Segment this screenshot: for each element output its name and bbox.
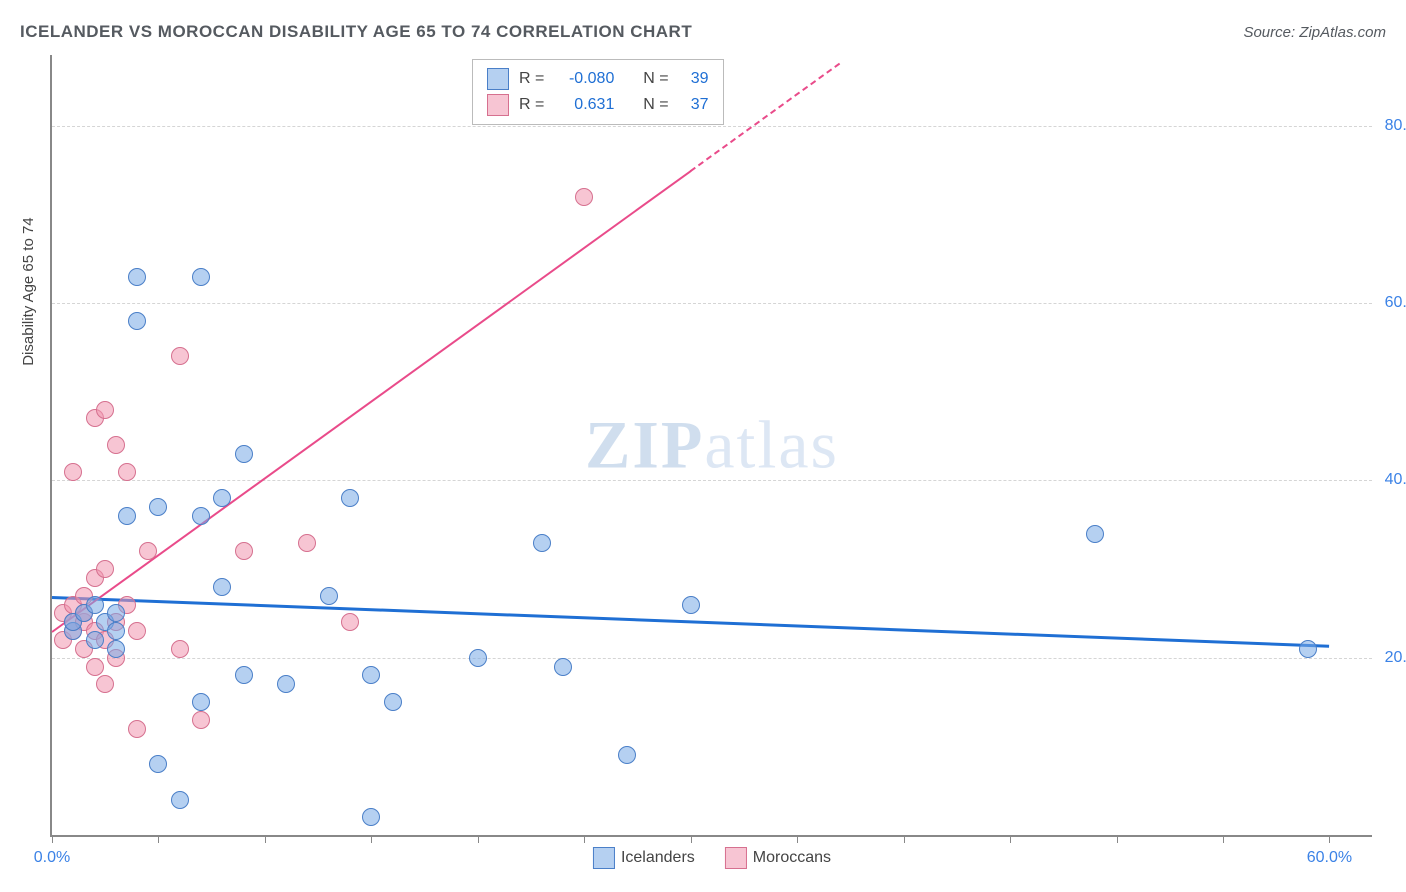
data-point bbox=[86, 596, 104, 614]
x-tick bbox=[797, 835, 798, 843]
y-tick-label: 60.0% bbox=[1385, 294, 1406, 312]
data-point bbox=[235, 445, 253, 463]
legend-swatch bbox=[725, 847, 747, 869]
data-point bbox=[149, 498, 167, 516]
n-value: 37 bbox=[679, 92, 709, 118]
data-point bbox=[213, 489, 231, 507]
data-point bbox=[235, 542, 253, 560]
data-point bbox=[64, 463, 82, 481]
data-point bbox=[139, 542, 157, 560]
y-tick-label: 20.0% bbox=[1385, 649, 1406, 667]
data-point bbox=[128, 622, 146, 640]
data-point bbox=[554, 658, 572, 676]
data-point bbox=[149, 755, 167, 773]
legend-item: Icelanders bbox=[593, 847, 695, 869]
data-point bbox=[86, 658, 104, 676]
data-point bbox=[118, 507, 136, 525]
data-point bbox=[1086, 525, 1104, 543]
legend-swatch bbox=[487, 94, 509, 116]
data-point bbox=[575, 188, 593, 206]
x-tick bbox=[52, 835, 53, 843]
data-point bbox=[171, 347, 189, 365]
data-point bbox=[362, 808, 380, 826]
gridline bbox=[52, 303, 1372, 304]
data-point bbox=[128, 312, 146, 330]
n-value: 39 bbox=[679, 66, 709, 92]
r-label: R = bbox=[519, 92, 544, 118]
data-point bbox=[277, 675, 295, 693]
data-point bbox=[86, 631, 104, 649]
data-point bbox=[107, 436, 125, 454]
r-value: 0.631 bbox=[554, 92, 614, 118]
x-tick bbox=[1117, 835, 1118, 843]
x-tick bbox=[1223, 835, 1224, 843]
y-tick-label: 80.0% bbox=[1385, 117, 1406, 135]
gridline bbox=[52, 480, 1372, 481]
y-axis-label: Disability Age 65 to 74 bbox=[20, 217, 37, 365]
data-point bbox=[618, 746, 636, 764]
y-tick-label: 40.0% bbox=[1385, 471, 1406, 489]
gridline bbox=[52, 658, 1372, 659]
data-point bbox=[128, 720, 146, 738]
data-point bbox=[192, 507, 210, 525]
r-value: -0.080 bbox=[554, 66, 614, 92]
x-tick bbox=[691, 835, 692, 843]
data-point bbox=[96, 401, 114, 419]
legend-item: Moroccans bbox=[725, 847, 831, 869]
x-tick bbox=[1010, 835, 1011, 843]
plot-area: ZIPatlas R =-0.080 N =39R =0.631 N =37 I… bbox=[50, 55, 1372, 837]
watermark: ZIPatlas bbox=[585, 406, 839, 485]
legend-row: R = -0.080 N = 39 bbox=[487, 66, 709, 92]
legend-swatch bbox=[593, 847, 615, 869]
source-label: Source: ZipAtlas.com bbox=[1243, 24, 1386, 41]
x-tick bbox=[584, 835, 585, 843]
series-legend: Icelanders Moroccans bbox=[593, 847, 831, 869]
data-point bbox=[192, 711, 210, 729]
data-point bbox=[213, 578, 231, 596]
legend-label: Moroccans bbox=[753, 849, 831, 866]
stats-legend: R = -0.080 N = 39 R = 0.631 N = 37 bbox=[472, 59, 724, 125]
regression-line bbox=[51, 170, 691, 633]
n-label: N = bbox=[643, 92, 668, 118]
x-tick bbox=[1329, 835, 1330, 843]
n-label: N = bbox=[643, 66, 668, 92]
data-point bbox=[533, 534, 551, 552]
data-point bbox=[320, 587, 338, 605]
data-point bbox=[362, 666, 380, 684]
x-tick bbox=[158, 835, 159, 843]
data-point bbox=[107, 640, 125, 658]
data-point bbox=[96, 675, 114, 693]
data-point bbox=[192, 268, 210, 286]
data-point bbox=[192, 693, 210, 711]
x-tick bbox=[904, 835, 905, 843]
x-tick bbox=[265, 835, 266, 843]
data-point bbox=[171, 791, 189, 809]
data-point bbox=[1299, 640, 1317, 658]
data-point bbox=[107, 604, 125, 622]
data-point bbox=[171, 640, 189, 658]
data-point bbox=[341, 613, 359, 631]
x-tick-label: 60.0% bbox=[1307, 849, 1352, 867]
data-point bbox=[298, 534, 316, 552]
legend-label: Icelanders bbox=[621, 849, 695, 866]
data-point bbox=[96, 560, 114, 578]
data-point bbox=[469, 649, 487, 667]
legend-swatch bbox=[487, 68, 509, 90]
r-label: R = bbox=[519, 66, 544, 92]
gridline bbox=[52, 126, 1372, 127]
x-tick bbox=[478, 835, 479, 843]
data-point bbox=[128, 268, 146, 286]
data-point bbox=[235, 666, 253, 684]
x-tick bbox=[371, 835, 372, 843]
data-point bbox=[341, 489, 359, 507]
data-point bbox=[384, 693, 402, 711]
data-point bbox=[107, 622, 125, 640]
chart-title: ICELANDER VS MOROCCAN DISABILITY AGE 65 … bbox=[20, 22, 692, 42]
x-tick-label: 0.0% bbox=[34, 849, 70, 867]
legend-row: R = 0.631 N = 37 bbox=[487, 92, 709, 118]
data-point bbox=[118, 463, 136, 481]
data-point bbox=[682, 596, 700, 614]
